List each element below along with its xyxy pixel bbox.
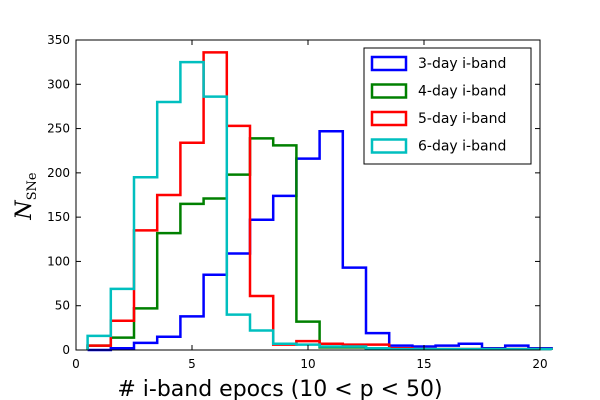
legend-label: 4-day i-band	[418, 84, 506, 100]
legend-frame	[363, 47, 532, 165]
y-tick-label: 150	[47, 210, 70, 224]
y-tick-label: 0	[62, 343, 70, 357]
x-axis-title: # i-band epocs (10 < p < 50)	[117, 377, 442, 400]
series-line-3-day	[87, 129, 553, 352]
y-axis-title-main: N	[12, 200, 37, 221]
legend: 3-day i-band 4-day i-band 5-day i-band 6-da…	[363, 47, 532, 165]
legend-label: 6-day i-band	[418, 139, 506, 155]
legend-swatch	[370, 110, 408, 127]
legend-label: 5-day i-band	[418, 111, 506, 127]
legend-swatch	[370, 55, 408, 72]
series-line-6-day	[86, 60, 553, 351]
y-tick-label: 100	[47, 254, 70, 268]
x-tick-label: 5	[188, 357, 196, 371]
y-tick-label: 250	[47, 122, 70, 136]
y-axis-title: NSNe	[12, 172, 40, 221]
legend-swatch	[370, 138, 408, 154]
x-tick-label: 10	[300, 357, 315, 371]
series-layer	[86, 51, 553, 352]
y-tick-label: 50	[55, 299, 70, 313]
x-tick-label: 0	[72, 357, 80, 371]
y-axis-title-sub: SNe	[25, 172, 40, 200]
legend-swatch	[370, 83, 408, 99]
y-tick-label: 300	[47, 77, 70, 91]
legend-label: 3-day i-band	[418, 56, 506, 72]
x-tick-label: 15	[416, 357, 431, 371]
x-tick-label: 20	[532, 357, 547, 371]
y-tick-label: 350	[47, 33, 70, 47]
y-tick-label: 200	[47, 166, 70, 180]
